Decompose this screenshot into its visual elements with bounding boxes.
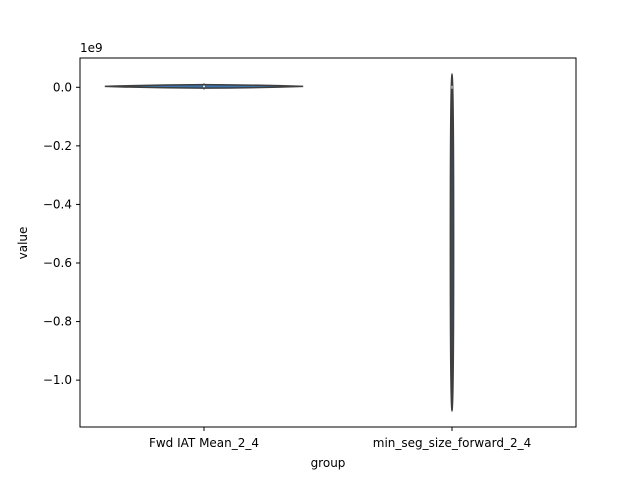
violin-1 bbox=[449, 72, 455, 413]
violin-0 bbox=[104, 83, 304, 90]
y-tick-label: 0.0 bbox=[53, 80, 72, 94]
plot-frame bbox=[79, 57, 577, 428]
y-axis-label: value bbox=[16, 227, 30, 260]
y-axis: 0.0 −0.2 −0.4 −0.6 −0.8 −1.0 bbox=[43, 80, 80, 387]
x-axis-label: group bbox=[311, 456, 346, 470]
y-tick-label: −0.2 bbox=[43, 139, 72, 153]
violin-median bbox=[203, 85, 205, 88]
x-axis: Fwd IAT Mean_2_4 min_seg_size_forward_2_4 bbox=[149, 427, 531, 450]
y-tick-label: −0.8 bbox=[43, 315, 72, 329]
y-tick-label: −0.6 bbox=[43, 256, 72, 270]
x-tick-label: Fwd IAT Mean_2_4 bbox=[149, 436, 259, 450]
y-tick-label: −0.4 bbox=[43, 197, 72, 211]
y-tick-label: −1.0 bbox=[43, 373, 72, 387]
violins-layer bbox=[104, 72, 455, 413]
x-tick-label: min_seg_size_forward_2_4 bbox=[373, 436, 531, 450]
y-offset-label: 1e9 bbox=[80, 41, 103, 55]
